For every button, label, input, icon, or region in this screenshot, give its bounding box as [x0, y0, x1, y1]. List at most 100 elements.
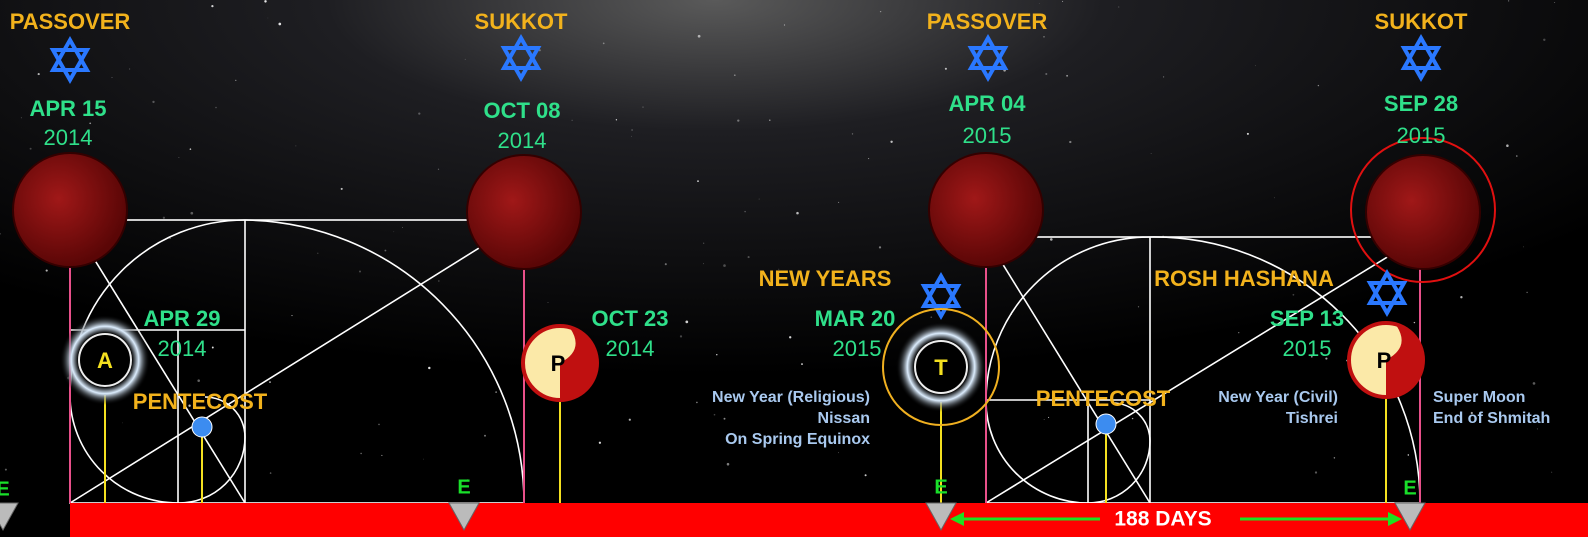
star-dot: [642, 106, 643, 107]
star-dot: [599, 442, 601, 444]
star-dot: [212, 347, 214, 349]
star-dot: [1334, 457, 1335, 458]
star-dot: [360, 453, 361, 454]
eclipse-letter: P: [1377, 348, 1392, 373]
star-dot: [1238, 332, 1239, 333]
star-dot: [211, 5, 213, 7]
star-dot: [748, 256, 750, 258]
star-dot: [631, 129, 633, 131]
e-marker-label: E: [457, 476, 470, 498]
star-dot: [393, 231, 394, 232]
star-dot: [796, 212, 799, 215]
star-dot: [215, 107, 217, 109]
year: 2014: [158, 336, 207, 361]
star-dot: [685, 321, 688, 324]
star-dot: [680, 335, 682, 337]
star-dot: [716, 354, 717, 355]
star-dot: [1551, 472, 1552, 473]
star-dot: [1460, 296, 1462, 298]
date: SEP 28: [1384, 91, 1458, 116]
star-dot: [930, 316, 932, 318]
star-dot: [418, 112, 420, 114]
pentecost-label: PENTECOST: [133, 389, 268, 414]
feast-label: PASSOVER: [10, 9, 131, 34]
star-dot: [1318, 85, 1319, 86]
star-dot: [703, 263, 704, 264]
star-dot: [1408, 454, 1409, 455]
star-dot: [423, 459, 424, 460]
note: New Year (Religious): [712, 389, 870, 406]
year: 2015: [833, 336, 882, 361]
year: 2014: [498, 128, 547, 153]
star-dot: [495, 391, 497, 393]
date: OCT 23: [591, 306, 668, 331]
date: OCT 08: [483, 98, 560, 123]
star-dot: [548, 302, 549, 303]
star-dot: [1554, 2, 1555, 3]
star-dot: [1247, 133, 1249, 135]
note: Super Moon: [1433, 389, 1525, 406]
star-dot: [384, 250, 386, 252]
star-dot: [603, 43, 605, 45]
star-dot: [1138, 306, 1139, 307]
span-label: 188 DAYS: [1114, 508, 1211, 531]
star-dot: [769, 120, 770, 121]
date: APR 04: [948, 91, 1026, 116]
star-dot: [1151, 153, 1152, 154]
eclipse-letter: A: [97, 348, 113, 373]
star-dot: [152, 101, 154, 103]
star-dot: [341, 188, 343, 190]
note: New Year (Civil): [1218, 389, 1338, 406]
star-dot: [1132, 418, 1133, 419]
star-dot: [1274, 197, 1275, 198]
star-dot: [1526, 292, 1527, 293]
star-dot: [1523, 247, 1524, 248]
star-dot: [1048, 417, 1049, 418]
star-dot: [784, 24, 785, 25]
star-dot: [235, 80, 236, 81]
star-dot: [1537, 428, 1538, 429]
star-dot: [38, 73, 40, 75]
star-dot: [270, 472, 272, 474]
star-dot: [378, 424, 380, 426]
star-dot: [268, 18, 269, 19]
star-dot: [197, 379, 200, 382]
date: APR 29: [143, 306, 220, 331]
star-dot: [359, 271, 361, 273]
star-dot: [264, 0, 266, 2]
star-dot: [1414, 322, 1415, 323]
star-dot: [838, 202, 839, 203]
date: SEP 13: [1270, 306, 1344, 331]
star-dot: [714, 414, 716, 416]
eclipse-letter: T: [934, 355, 948, 380]
star-dot: [737, 119, 739, 121]
year: 2014: [44, 125, 93, 150]
star-dot: [381, 455, 382, 456]
star-dot: [21, 117, 22, 118]
star-dot: [727, 463, 730, 466]
star-dot: [724, 418, 726, 420]
star-dot: [698, 35, 701, 38]
star-dot: [789, 336, 791, 338]
star-dot: [1163, 76, 1164, 77]
star-dot: [865, 474, 867, 476]
star-dot: [801, 363, 803, 365]
star-dot: [1045, 73, 1047, 75]
pentecost-label: PENTECOST: [1036, 386, 1171, 411]
star-dot: [296, 146, 297, 147]
eclipse-letter: P: [551, 351, 566, 376]
star-dot: [190, 212, 193, 215]
star-dot: [665, 263, 667, 265]
star-dot: [402, 227, 403, 228]
star-dot: [879, 246, 881, 248]
star-dot: [484, 435, 486, 437]
e-marker-label: E: [934, 476, 947, 498]
star-dot: [1118, 7, 1119, 8]
star-dot: [1315, 471, 1317, 473]
star-dot: [697, 180, 699, 182]
star-dot: [269, 381, 271, 383]
star-dot: [30, 148, 32, 150]
note: Nissan: [818, 410, 870, 427]
star-dot: [1255, 65, 1256, 66]
star-dot: [1508, 0, 1509, 1]
